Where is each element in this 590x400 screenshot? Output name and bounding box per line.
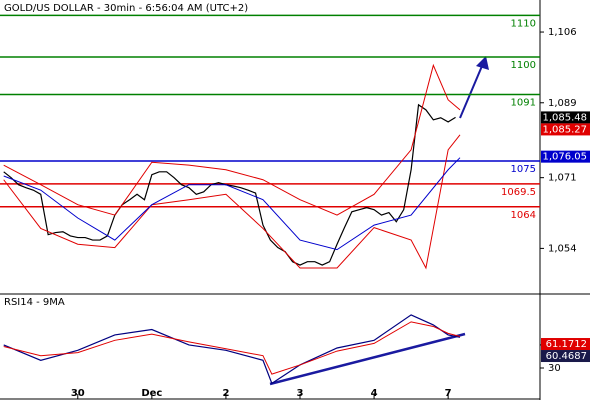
series-line [3, 103, 456, 266]
y-tick-label: 1,054 [548, 243, 577, 254]
x-tick-label: Dec [141, 388, 162, 399]
level-label: 1069.5 [501, 187, 536, 198]
price-label-box [541, 350, 590, 363]
series-line [3, 321, 461, 375]
level-label: 1100 [511, 60, 536, 71]
y-tick-label: 1,106 [548, 27, 577, 38]
level-label: 1091 [511, 97, 536, 108]
y-tick-label: 1,089 [548, 98, 577, 109]
chart-title: GOLD/US DOLLAR - 30min - 6:56:04 AM (UTC… [4, 3, 248, 14]
x-tick-label: 3 [297, 388, 304, 399]
x-tick-label: 2 [222, 388, 229, 399]
price-label: 1,085.48 [542, 112, 587, 123]
price-label-box [541, 338, 590, 351]
price-label-box [541, 123, 590, 136]
level-label: 1110 [511, 18, 536, 29]
price-label-box [541, 150, 590, 163]
series-line [3, 314, 461, 385]
price-label: 60.4687 [546, 351, 587, 362]
series-line [3, 157, 461, 251]
level-label: 1064 [511, 210, 536, 221]
series-line [3, 63, 461, 216]
y-tick-label: 1,071 [548, 173, 577, 184]
price-label: 1,085.27 [542, 124, 587, 135]
price-label: 1,076.05 [542, 152, 587, 163]
price-label: 61.1712 [546, 339, 587, 350]
trend-line [269, 332, 466, 386]
level-label: 1075 [511, 164, 536, 175]
x-tick-label: 30 [71, 388, 85, 399]
arrow [459, 65, 483, 119]
y-tick-label: 30 [548, 363, 561, 374]
series-line [3, 134, 461, 270]
x-tick-label: 7 [445, 388, 452, 399]
panel-title: RSI14 - 9MA [4, 297, 65, 308]
x-tick-label: 4 [371, 388, 378, 399]
price-label-box [541, 111, 590, 124]
arrow-head [476, 56, 489, 70]
